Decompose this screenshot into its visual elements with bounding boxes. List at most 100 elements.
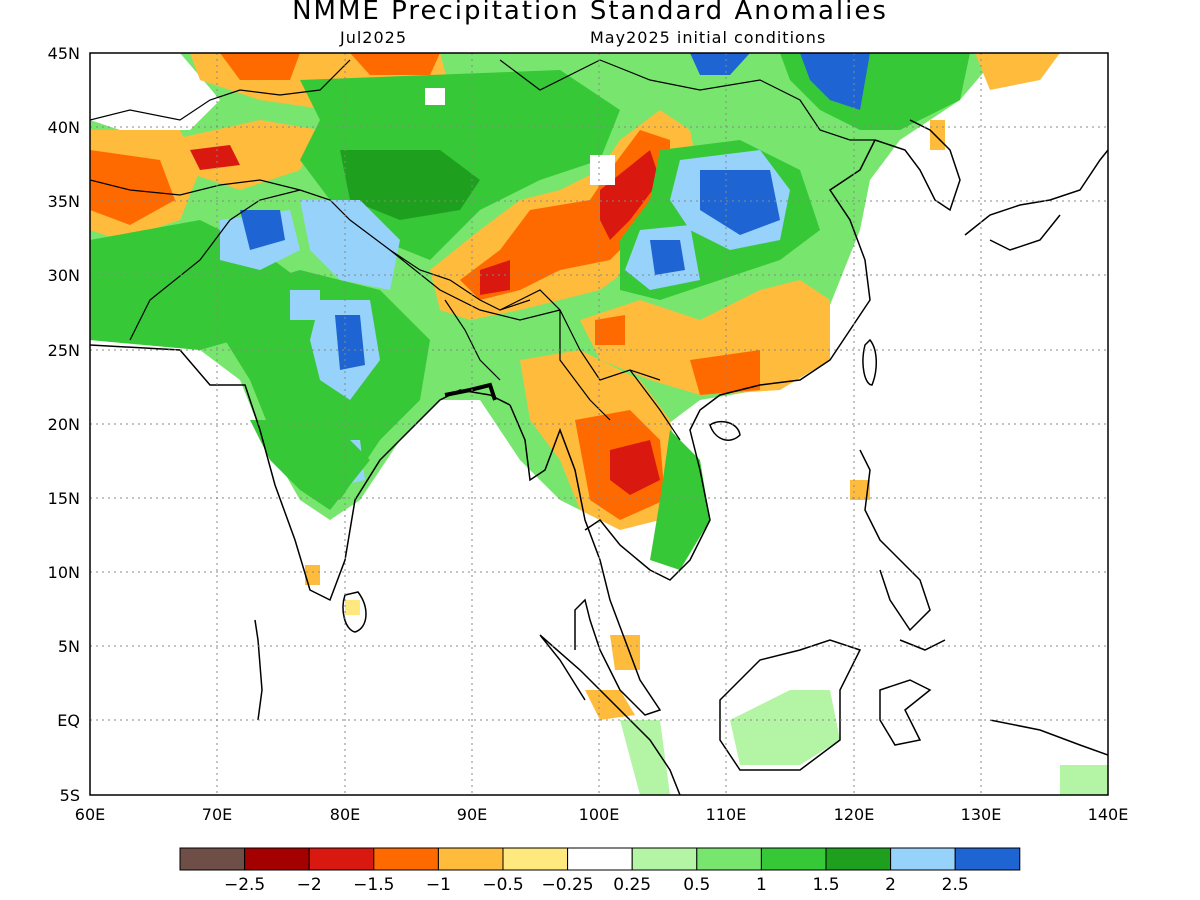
border-line [129, 189, 301, 341]
anomaly-region [730, 690, 840, 765]
colorbar-labels: −2.5 −2 −1.5 −1 −0.5 −0.25 0.25 0.5 1 1.… [224, 875, 969, 895]
anomaly-region [850, 480, 870, 500]
anomaly-region [250, 420, 370, 510]
colorbar-swatch [760, 847, 827, 871]
anomaly-region [595, 315, 625, 345]
colorbar-swatch [179, 847, 246, 871]
colorbar-swatch [567, 847, 633, 871]
anomaly-field [90, 53, 1108, 795]
anomaly-region [650, 430, 710, 570]
colorbar-swatch [631, 847, 698, 871]
lon-tick-label: 90E [457, 805, 487, 824]
colorbar-label: 0.5 [683, 875, 710, 895]
lat-tick-label: 15N [48, 489, 80, 508]
anomaly-region [305, 565, 320, 585]
coastline-philippines [859, 449, 946, 651]
colorbar-label: −0.25 [542, 875, 594, 895]
colorbar-label: 2 [885, 875, 896, 895]
anomaly-region [930, 120, 945, 150]
anomaly-region [350, 53, 440, 75]
anomaly-region [190, 145, 240, 170]
anomaly-region [345, 600, 360, 615]
map-frame [89, 52, 1109, 796]
anomaly-region [700, 170, 780, 235]
initial-conditions: May2025 initial conditions [590, 28, 827, 47]
colorbar-label: 2.5 [942, 875, 969, 895]
border-line [629, 369, 681, 441]
coastline-maldives [254, 619, 263, 721]
lon-tick-label: 60E [75, 805, 105, 824]
colorbar-label: −2 [297, 875, 322, 895]
lat-tick-label: 20N [48, 415, 80, 434]
colorbar [179, 847, 1021, 871]
coastline-bangladesh [444, 382, 497, 401]
colorbar-label: 0.25 [613, 875, 651, 895]
anomaly-region [610, 440, 660, 495]
anomaly-region [335, 315, 365, 370]
anomaly-region [460, 130, 670, 300]
border-line [90, 59, 351, 121]
anomaly-region-west [90, 53, 220, 130]
border-line [389, 249, 531, 311]
lon-tick-label: 120E [834, 805, 875, 824]
border-line [559, 310, 611, 421]
lat-tick-label: 25N [48, 341, 80, 360]
coastline-japan [964, 149, 1108, 251]
anomaly-region [650, 240, 685, 275]
anomaly-region [600, 150, 660, 240]
anomaly-region [690, 53, 750, 75]
map-title: NMME Precipitation Standard Anomalies [292, 0, 888, 26]
colorbar-swatch [308, 847, 375, 871]
colorbar-swatch [696, 847, 762, 871]
coastline-sulawesi [879, 679, 932, 746]
lat-tick-label: 5N [58, 637, 80, 656]
lat-tick-label: 40N [48, 118, 80, 137]
lat-tick-labels: 45N 40N 35N 30N 25N 20N 15N 10N 5N EQ 5S [48, 44, 80, 805]
anomaly-region [580, 280, 830, 395]
gridlines [90, 53, 1108, 795]
colorbar-label: −1 [426, 875, 451, 895]
lat-tick-label: 45N [48, 44, 80, 63]
anomaly-region [800, 53, 870, 110]
lat-tick-label: 35N [48, 192, 80, 211]
lon-tick-label: 100E [579, 805, 620, 824]
coastline-korea [874, 119, 961, 212]
anomaly-region [300, 200, 400, 290]
colorbar-label: 1.5 [812, 875, 839, 895]
anomaly-region [425, 88, 445, 105]
border-line [599, 59, 875, 141]
coastline-sumatra [539, 634, 681, 795]
colorbar-swatch [954, 847, 1021, 871]
anomaly-region [290, 290, 320, 320]
border-line [499, 59, 601, 91]
colorbar-label: −2.5 [224, 875, 265, 895]
anomaly-region [590, 155, 615, 185]
forecast-month: Jul2025 [340, 28, 408, 47]
lon-tick-labels: 60E 70E 80E 90E 100E 110E 120E 130E 140E [75, 805, 1129, 824]
anomaly-region [1060, 765, 1108, 795]
colorbar-swatch [890, 847, 956, 871]
lon-tick-label: 110E [706, 805, 747, 824]
colorbar-swatch [502, 847, 569, 871]
coastline-taiwan [862, 338, 877, 386]
colorbar-swatch [373, 847, 439, 871]
country-borders [90, 59, 875, 441]
lon-tick-label: 70E [202, 805, 232, 824]
colorbar-label: −0.5 [482, 875, 523, 895]
anomaly-region [975, 53, 1060, 90]
lon-tick-label: 140E [1088, 805, 1129, 824]
anomaly-region [620, 720, 670, 795]
coastline-new-guinea [989, 719, 1108, 756]
lon-tick-label: 80E [330, 805, 360, 824]
colorbar-swatch [244, 847, 310, 871]
border-line [90, 179, 561, 321]
coastlines [90, 119, 1108, 795]
anomaly-region [690, 350, 760, 395]
colorbar-swatch [825, 847, 892, 871]
coastline-sri-lanka [342, 591, 367, 633]
anomaly-region [90, 150, 175, 225]
coastline-borneo [719, 639, 862, 771]
colorbar-label: −1.5 [353, 875, 394, 895]
anomaly-region [480, 260, 510, 295]
